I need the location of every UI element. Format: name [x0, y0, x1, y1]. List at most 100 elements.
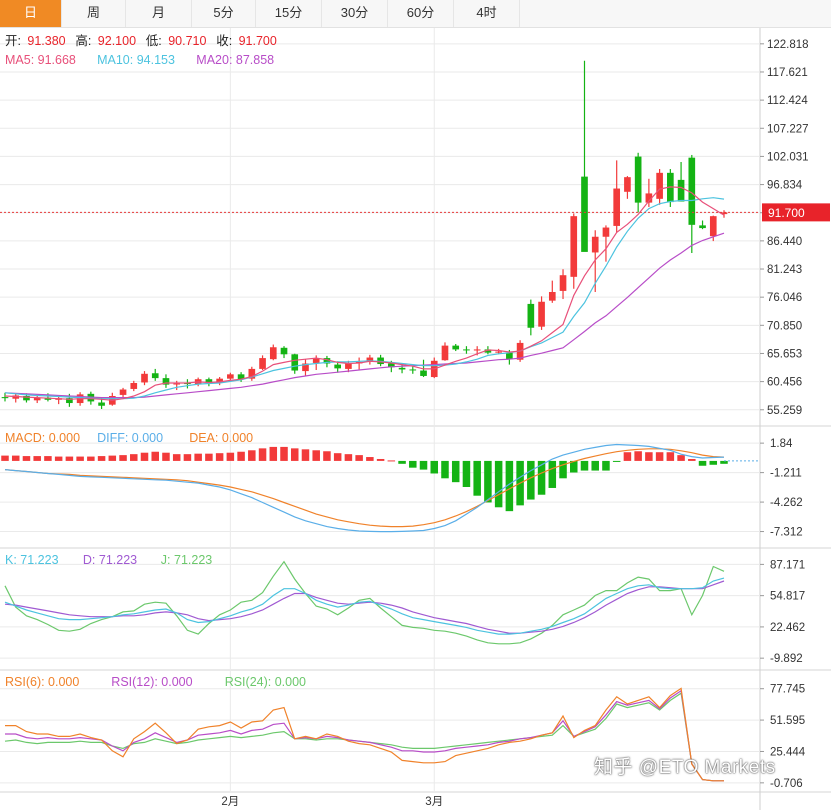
- macd-bar: [634, 451, 642, 461]
- candle-body: [559, 275, 567, 291]
- candle-body: [334, 364, 341, 369]
- candle-body: [1, 397, 9, 399]
- macd-bar: [108, 455, 117, 461]
- macd-bar: [87, 456, 95, 461]
- macd-tick-label: 1.84: [770, 438, 793, 450]
- candle-body: [227, 374, 234, 379]
- candle-body: [98, 402, 105, 406]
- macd-bar: [688, 458, 696, 461]
- macd-bar: [269, 446, 278, 461]
- macd-bar: [280, 446, 288, 461]
- macd-bar: [612, 460, 621, 462]
- candle-body: [409, 369, 417, 371]
- macd-bar: [473, 460, 481, 496]
- macd-bar: [65, 456, 74, 461]
- price-tick-label: 122.818: [767, 39, 809, 51]
- candle-body: [420, 370, 427, 376]
- macd-bar: [623, 452, 632, 461]
- ohlc-label-2: 低:: [146, 34, 162, 48]
- ma-legend-0: MA5: 91.668: [5, 53, 76, 67]
- macd-bar: [33, 456, 41, 461]
- macd-bar: [602, 460, 610, 471]
- price-tick-label: 65.653: [767, 348, 802, 360]
- macd-bar: [11, 455, 20, 461]
- macd-bar: [709, 460, 718, 465]
- macd-bar: [580, 460, 589, 471]
- tab-7[interactable]: 4时: [454, 0, 520, 27]
- macd-bar: [97, 456, 106, 461]
- kdj-panel: [4, 560, 725, 645]
- macd-bar: [355, 455, 363, 461]
- price-tick-label: 70.850: [767, 320, 802, 332]
- macd-bar: [645, 452, 653, 461]
- macd-bar: [183, 454, 192, 461]
- tab-5[interactable]: 30分: [322, 0, 388, 27]
- macd-legend-0: MACD: 0.000: [5, 431, 80, 445]
- ohlc-label-1: 高:: [75, 33, 91, 48]
- rsi-tick-label: 51.595: [770, 715, 805, 727]
- ma20-line: [4, 232, 725, 399]
- price-tick-label: 81.243: [767, 264, 802, 276]
- macd-tick-label: -1.211: [770, 468, 802, 480]
- macd-bar: [398, 460, 406, 464]
- candle-body: [302, 363, 309, 372]
- candle-body: [538, 301, 545, 327]
- kdj-legend-0: K: 71.223: [5, 553, 59, 567]
- macd-bar: [655, 452, 664, 461]
- macd-bar: [666, 452, 675, 461]
- candle-body: [441, 345, 449, 361]
- macd-bar: [215, 453, 224, 461]
- candle-body: [23, 396, 30, 401]
- tab-2[interactable]: 月: [126, 0, 192, 27]
- macd-legend-2: DEA: 0.000: [189, 431, 253, 445]
- macd-bar: [194, 453, 202, 461]
- candle-body: [699, 225, 706, 229]
- price-tick-label: 102.031: [767, 151, 809, 163]
- candle-body: [688, 157, 696, 225]
- macd-tick-label: -4.262: [770, 497, 803, 509]
- macd-bar: [591, 460, 599, 471]
- ohlc-value-0: 91.380: [27, 34, 65, 48]
- candle-body: [634, 156, 642, 203]
- kdj-tick-label: 54.817: [770, 591, 805, 603]
- macd-bar: [1, 455, 9, 461]
- tab-6[interactable]: 60分: [388, 0, 454, 27]
- candle-body: [548, 292, 556, 301]
- candle-body: [720, 212, 728, 215]
- main-price-panel: [0, 60, 760, 409]
- macd-bar: [698, 460, 707, 466]
- tab-3[interactable]: 5分: [192, 0, 256, 27]
- tab-0[interactable]: 日: [0, 0, 62, 27]
- last-price-label: 91.700: [768, 206, 805, 220]
- candle-body: [151, 373, 159, 379]
- rsi-legend-2: RSI(24): 0.000: [225, 675, 306, 689]
- tab-4[interactable]: 15分: [256, 0, 322, 27]
- price-tick-label: 107.227: [767, 123, 809, 135]
- macd-bar: [54, 456, 63, 461]
- macd-bar: [430, 460, 439, 474]
- macd-bar: [677, 455, 685, 461]
- candle-body: [452, 345, 460, 350]
- candle-body: [366, 357, 374, 362]
- ohlc-label-0: 开:: [5, 34, 21, 48]
- ma5-line: [4, 186, 725, 401]
- candle-body: [312, 358, 320, 363]
- candle-body: [506, 352, 513, 360]
- macd-bar: [441, 460, 449, 479]
- tab-1[interactable]: 周: [62, 0, 126, 27]
- d-line: [4, 580, 725, 634]
- macd-bar: [172, 454, 181, 461]
- kdj-tick-label: 22.462: [770, 622, 805, 634]
- candle-body: [259, 358, 266, 369]
- macd-bar: [527, 460, 535, 500]
- macd-bar: [151, 451, 159, 461]
- period-tab-bar: 日周月 5分 15分 30分 60分 4时: [0, 0, 831, 28]
- candle-body: [173, 383, 181, 385]
- macd-bar: [323, 451, 331, 461]
- rsi-tick-label: -0.706: [770, 778, 803, 790]
- rsi-legend-0: RSI(6): 0.000: [5, 675, 79, 689]
- macd-legend-1: DIFF: 0.000: [97, 431, 163, 445]
- candle-body: [162, 378, 170, 385]
- rsi12-line: [5, 689, 724, 782]
- indicator-legends: 开: 91.380 高: 92.100 低: 90.710 收: 91.700 MA5: 91.…: [5, 33, 306, 689]
